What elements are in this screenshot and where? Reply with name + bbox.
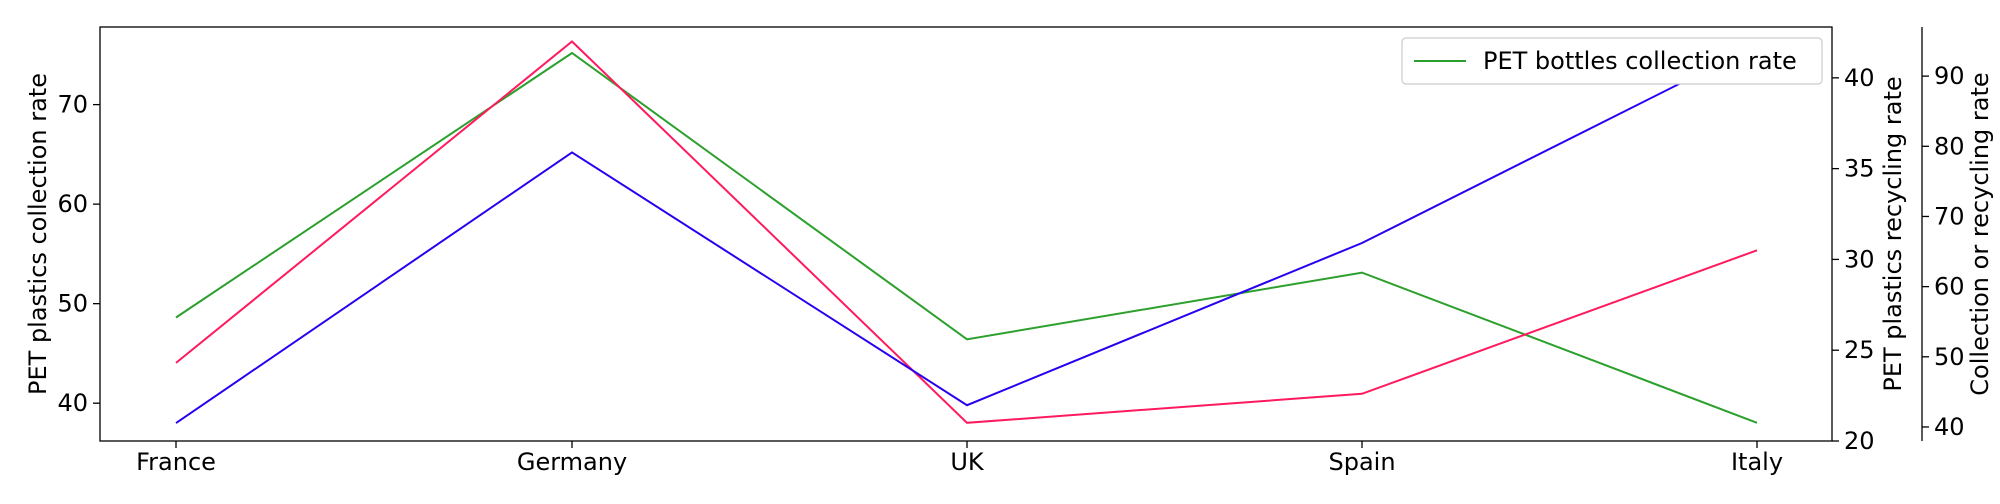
right-inner-y-axis-label: PET plastics recycling rate	[1879, 76, 1907, 391]
left-y-tick-label: 50	[57, 290, 88, 318]
right-outer-y-axis-label: Collection or recycling rate	[1966, 72, 1994, 395]
right-outer-y-tick-label: 70	[1934, 202, 1965, 230]
right-outer-y-tick-label: 90	[1934, 62, 1965, 90]
right-outer-y-tick-label: 80	[1934, 132, 1965, 160]
legend: PET bottles collection rate	[1401, 37, 1823, 85]
left-y-tick-label: 60	[57, 190, 88, 218]
right-inner-y-tick-label: 40	[1844, 64, 1875, 92]
series-layer	[175, 40, 1758, 424]
right-inner-y-tick-label: 25	[1844, 336, 1875, 364]
right-inner-y-tick-label: 20	[1844, 427, 1875, 455]
left-y-tick-label: 40	[57, 389, 88, 417]
right-outer-y-tick-label: 40	[1934, 413, 1965, 441]
right-inner-y-tick-label: 35	[1844, 155, 1875, 183]
plot-frame	[99, 26, 1833, 442]
x-tick-label: France	[136, 448, 216, 476]
left-y-axis-label: PET plastics collection rate	[24, 73, 52, 395]
x-tick-label: UK	[950, 448, 985, 476]
series-line-0	[175, 51, 1758, 424]
legend-label: PET bottles collection rate	[1483, 47, 1797, 75]
series-line-1	[175, 40, 1758, 424]
left-y-tick-label: 70	[57, 91, 88, 119]
right-inner-y-tick-label: 30	[1844, 245, 1875, 273]
right-outer-y-tick-label: 50	[1934, 343, 1965, 371]
series-line-2	[175, 44, 1758, 424]
x-tick-label: Spain	[1328, 448, 1395, 476]
x-tick-label: Germany	[517, 448, 627, 476]
right-outer-y-tick-label: 60	[1934, 273, 1965, 301]
legend-box	[1401, 37, 1823, 85]
x-tick-label: Italy	[1731, 448, 1783, 476]
